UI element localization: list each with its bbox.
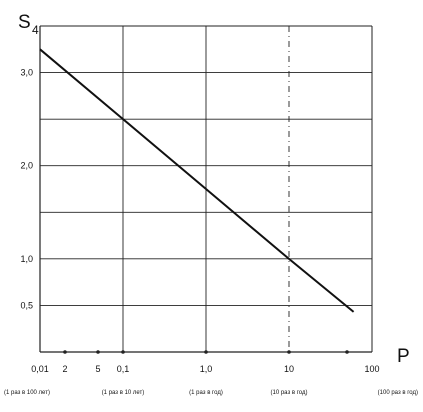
y-tick-label: 3,0 — [20, 68, 33, 78]
y-tick-label: 2,0 — [20, 161, 33, 171]
y-axis-title-subscript: 4 — [32, 23, 39, 37]
tick-labels: 3,0 2,0 1,0 0,5 0,01 0,1 1,0 10 100 2 5 (1 раз в 10… — [4, 68, 418, 396]
x-axis-marker — [345, 350, 349, 354]
x-sub-label: (1 раз в 100 лет) — [4, 390, 50, 396]
x-sub-label: (1 раз в 10 лет) — [102, 390, 145, 396]
x-tick-label: 10 — [284, 364, 294, 374]
grid — [40, 26, 372, 352]
x-minor-tick-label: 2 — [62, 364, 67, 374]
x-axis-marker — [96, 350, 100, 354]
x-axis-title: P — [397, 346, 410, 367]
series-layer — [39, 48, 355, 313]
x-sub-label: (10 раз в год) — [271, 390, 308, 396]
y-tick-label: 1,0 — [20, 254, 33, 264]
x-axis-marker — [63, 350, 67, 354]
x-axis-marker — [287, 350, 291, 354]
x-sub-label: (1 раз в год) — [189, 390, 223, 396]
y-tick-label: 0,5 — [20, 300, 33, 310]
x-axis-marker — [204, 350, 208, 354]
series-line — [39, 48, 355, 313]
y-axis-title: S — [18, 12, 31, 33]
x-tick-label: 0,1 — [117, 364, 130, 374]
x-sub-label: (100 раз в год) — [378, 390, 418, 396]
x-tick-label: 1,0 — [200, 364, 213, 374]
x-axis-marker — [121, 350, 125, 354]
x-minor-tick-label: 5 — [96, 364, 101, 374]
x-tick-label: 100 — [364, 364, 379, 374]
axes — [40, 350, 372, 354]
x-tick-label: 0,01 — [31, 364, 49, 374]
